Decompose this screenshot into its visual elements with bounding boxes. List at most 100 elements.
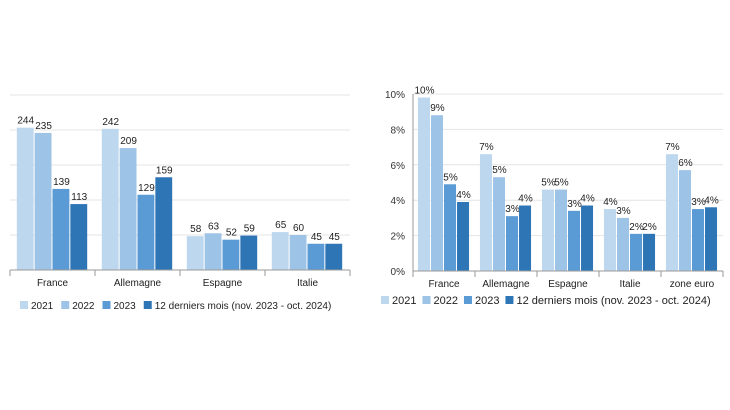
data-label: 2% — [629, 222, 644, 233]
legend-label: 2021 — [31, 301, 54, 312]
data-label: 4% — [456, 190, 471, 201]
data-label: 3% — [691, 197, 706, 208]
bar-2023 — [52, 188, 70, 270]
data-label: 60 — [293, 223, 305, 234]
bar-2021 — [101, 128, 119, 270]
y-tick-label: 4% — [391, 196, 406, 207]
data-label: 242 — [102, 117, 119, 128]
legend-swatch — [102, 301, 111, 309]
category-label: France — [37, 278, 69, 289]
bar-2022 — [119, 148, 137, 270]
data-label: 59 — [244, 224, 256, 235]
data-label: 4% — [580, 194, 595, 205]
data-label: 5% — [492, 165, 507, 176]
category-label: Espagne — [203, 278, 243, 289]
bar-2023 — [137, 194, 155, 270]
data-label: 45 — [311, 232, 323, 243]
bar-2023 — [568, 210, 581, 271]
bar-12 derniers mois (nov. 2023 - oct. 2024) — [325, 243, 343, 270]
bar-2021 — [603, 209, 616, 271]
bar-12 derniers mois (nov. 2023 - oct. 2024) — [70, 204, 88, 270]
bar-12 derniers mois (nov. 2023 - oct. 2024) — [581, 205, 594, 271]
data-label: 5% — [554, 178, 569, 189]
legend-label: 2022 — [72, 301, 95, 312]
data-label: 7% — [479, 142, 494, 153]
bar-2021 — [271, 232, 289, 270]
bar-2022 — [554, 189, 567, 271]
data-label: 5% — [541, 178, 556, 189]
y-tick-label: 8% — [391, 125, 406, 136]
bar-12 derniers mois (nov. 2023 - oct. 2024) — [155, 177, 173, 270]
category-label: zone euro — [670, 279, 715, 290]
bar-12 derniers mois (nov. 2023 - oct. 2024) — [705, 207, 718, 271]
bar-2023 — [506, 216, 519, 271]
bar-2022 — [34, 132, 52, 270]
data-label: 235 — [35, 121, 52, 132]
data-label: 4% — [518, 194, 533, 205]
legend-swatch — [422, 296, 431, 304]
category-label: Italie — [619, 279, 641, 290]
left-bar-chart: 244 242 58 65 235 209 63 60 139 129 52 45 113 159 59 45… — [9, 94, 351, 312]
category-label: Allemagne — [114, 278, 162, 289]
category-label: Allemagne — [482, 279, 530, 290]
category-label: Italie — [297, 278, 319, 289]
bar-2021 — [417, 97, 430, 271]
bar-2022 — [616, 217, 629, 271]
data-label: 244 — [17, 116, 34, 127]
category-label: Espagne — [548, 279, 588, 290]
data-label: 4% — [704, 195, 719, 206]
data-label: 159 — [156, 165, 173, 176]
data-label: 7% — [665, 142, 680, 153]
y-tick-label: 6% — [391, 161, 406, 172]
data-label: 4% — [603, 197, 618, 208]
bar-2023 — [692, 209, 705, 271]
bar-12 derniers mois (nov. 2023 - oct. 2024) — [240, 235, 258, 270]
data-label: 9% — [430, 103, 445, 114]
bar-2021 — [186, 236, 204, 270]
bar-2022 — [492, 177, 505, 271]
bar-12 derniers mois (nov. 2023 - oct. 2024) — [519, 205, 532, 271]
legend-label: 2023 — [114, 301, 137, 312]
bar-2023 — [444, 184, 457, 271]
data-label: 2% — [642, 222, 657, 233]
y-tick-label: 2% — [391, 232, 406, 243]
bar-2021 — [665, 154, 678, 271]
category-label: France — [428, 279, 460, 290]
bar-2022 — [430, 115, 443, 272]
data-label: 3% — [616, 206, 631, 217]
legend-label: 12 derniers mois (nov. 2023 - oct. 2024) — [155, 301, 332, 312]
bar-2023 — [630, 233, 643, 271]
data-label: 63 — [208, 221, 220, 232]
data-label: 6% — [678, 158, 693, 169]
bar-2023 — [307, 243, 325, 270]
bar-12 derniers mois (nov. 2023 - oct. 2024) — [457, 201, 470, 271]
legend-label: 12 derniers mois (nov. 2023 - oct. 2024) — [516, 295, 710, 307]
legend-swatch — [61, 301, 70, 309]
bar-2023 — [222, 239, 240, 270]
data-label: 45 — [329, 232, 341, 243]
data-label: 129 — [138, 183, 155, 194]
bar-2022 — [678, 170, 691, 271]
legend-label: 2022 — [433, 295, 457, 307]
y-tick-label: 0% — [391, 267, 406, 278]
bar-2021 — [16, 127, 34, 271]
legend-swatch — [505, 296, 514, 304]
data-label: 3% — [505, 204, 520, 215]
data-label: 65 — [275, 220, 287, 231]
legend-swatch — [143, 301, 152, 309]
bar-2021 — [479, 154, 492, 271]
data-label: 113 — [71, 192, 87, 203]
data-label: 58 — [190, 224, 202, 235]
data-label: 5% — [443, 172, 458, 183]
right-bar-chart: 0%2%4%6%8%10% 10%7%5%4%7%9%5%5%3%6%5%3% 3%… — [381, 86, 724, 307]
data-label: 209 — [120, 136, 137, 147]
bar-2022 — [204, 233, 222, 270]
bar-2021 — [541, 189, 554, 271]
data-label: 3% — [567, 199, 582, 210]
bar-12 derniers mois (nov. 2023 - oct. 2024) — [643, 233, 656, 271]
data-label: 139 — [53, 177, 70, 188]
bar-2022 — [289, 235, 307, 270]
legend-swatch — [381, 296, 389, 304]
y-tick-label: 10% — [385, 90, 405, 101]
data-label: 10% — [414, 86, 434, 97]
